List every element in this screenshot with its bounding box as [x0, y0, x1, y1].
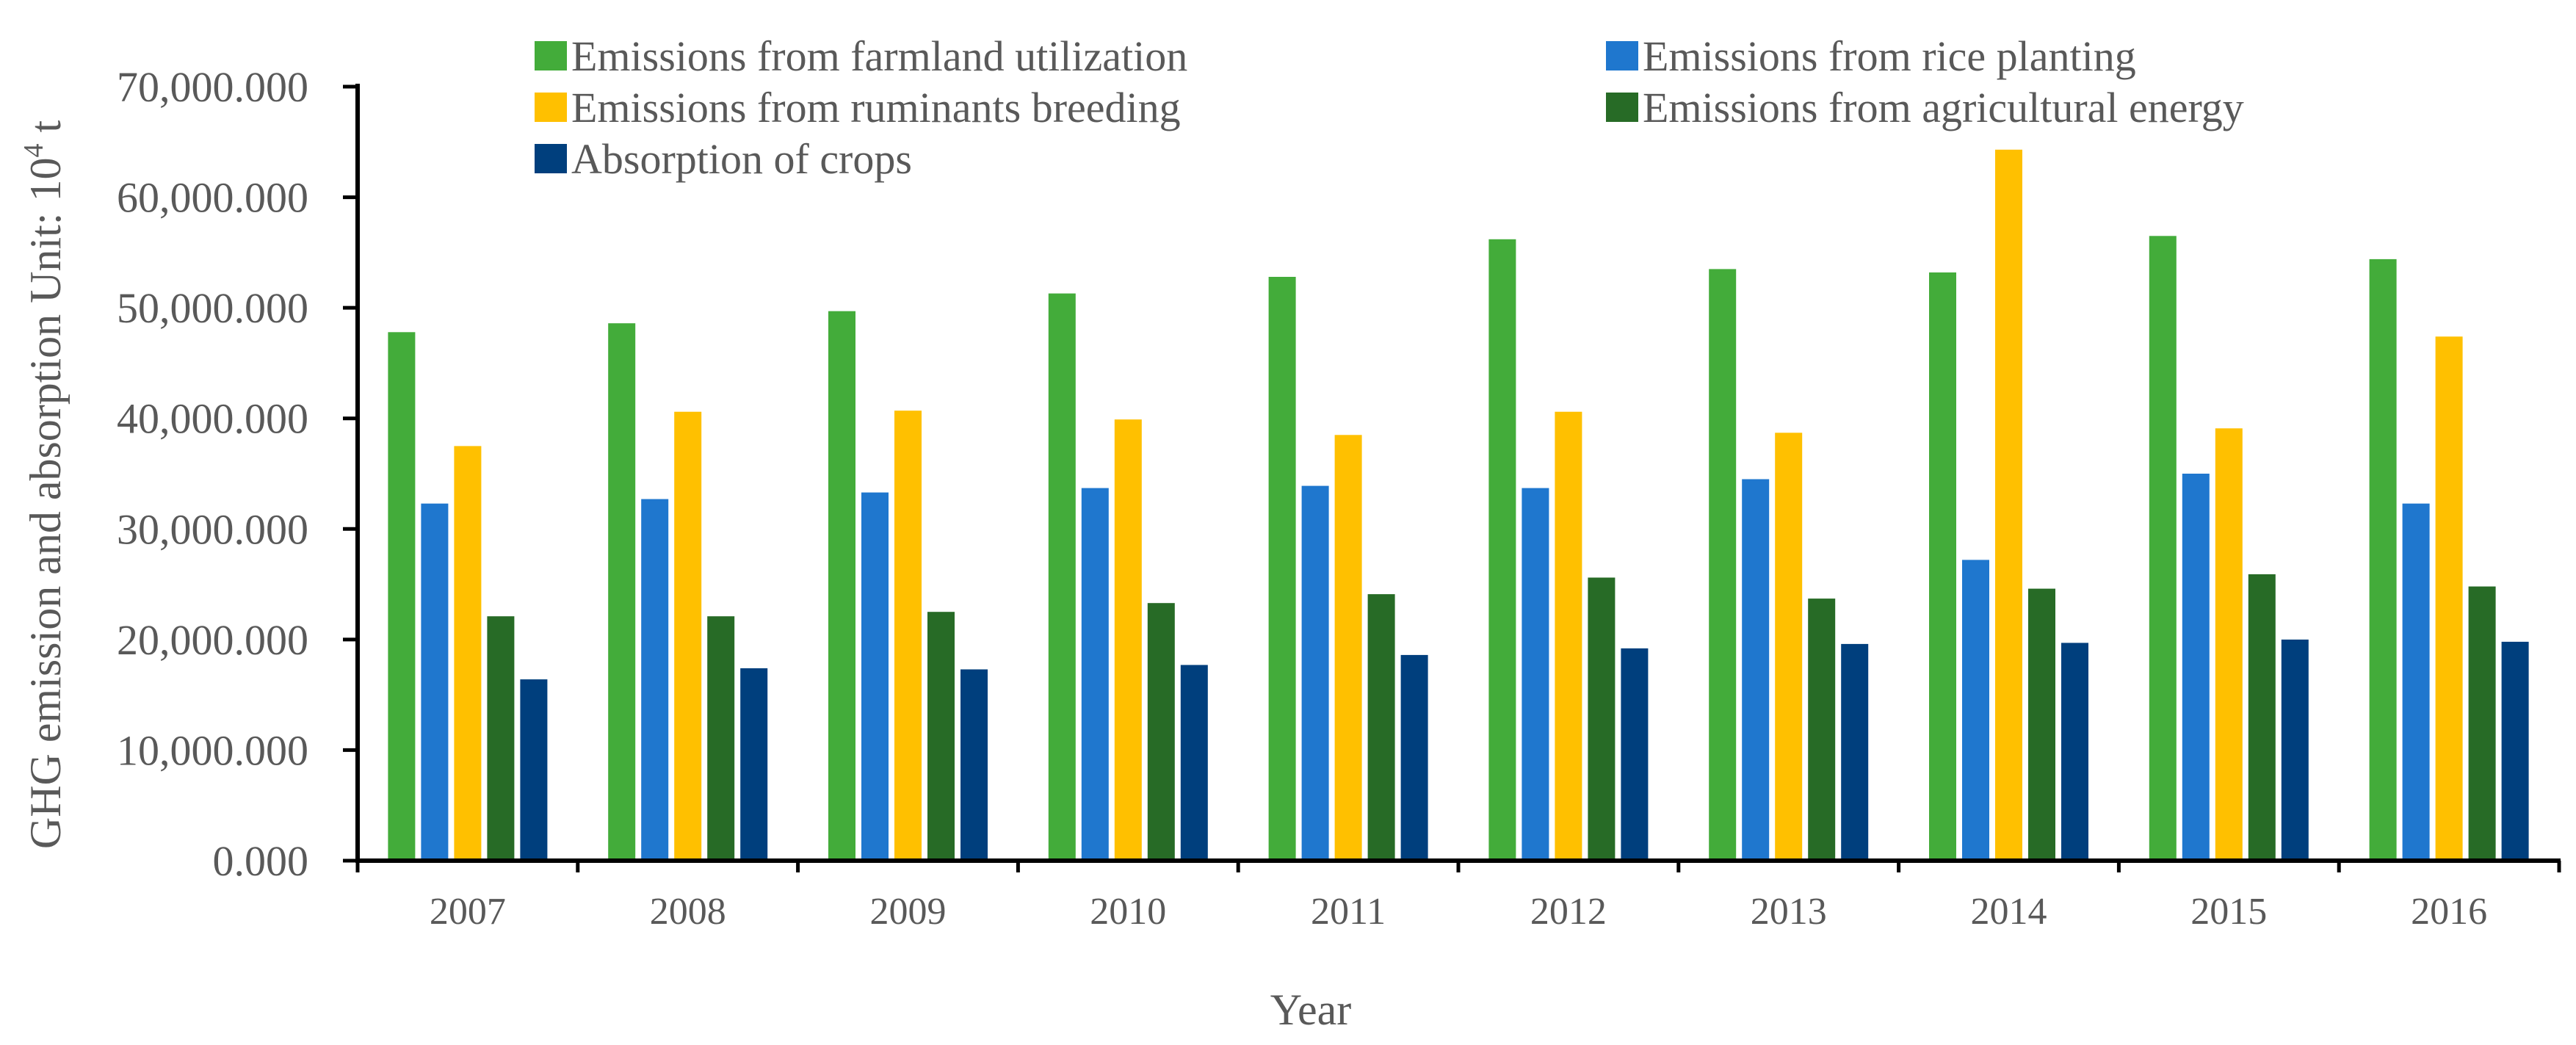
x-tick-label: 2009: [870, 891, 947, 933]
bar-2012-series-5: [1621, 648, 1649, 861]
y-tick-label: 40,000.000: [117, 395, 308, 443]
bar-2007-series-2: [421, 503, 449, 861]
bar-2009-series-1: [828, 311, 855, 861]
bar-2014-series-4: [2028, 588, 2055, 861]
bar-2013-series-2: [1742, 479, 1770, 861]
bar-2014-series-1: [1929, 272, 1956, 861]
bar-2008-series-5: [740, 668, 768, 861]
bar-2009-series-2: [861, 492, 889, 861]
x-tick-label: 2010: [1090, 891, 1166, 933]
bar-2011-series-3: [1334, 435, 1362, 861]
bar-2008-series-4: [707, 616, 735, 861]
bar-2014-series-3: [1995, 149, 2022, 861]
bar-2015-series-2: [2182, 474, 2210, 861]
legend-label-series-4: Emissions from agricultural energy: [1643, 84, 2244, 131]
x-tick-label: 2008: [650, 891, 726, 933]
bar-2010-series-5: [1180, 665, 1208, 861]
bar-2012-series-4: [1588, 577, 1616, 861]
x-tick-label: 2007: [430, 891, 506, 933]
x-tick-label: 2013: [1751, 891, 1827, 933]
bar-2012-series-1: [1488, 239, 1516, 861]
bar-2009-series-5: [960, 669, 988, 861]
bar-2012-series-3: [1555, 411, 1582, 861]
y-tick-label: 30,000.000: [117, 505, 308, 553]
bar-2008-series-3: [674, 411, 702, 861]
y-tick-label: 70,000.000: [117, 63, 308, 111]
y-axis: 0.000 10,000.000 20,000.000 30,000.000 40,00…: [117, 63, 360, 885]
bar-2008-series-2: [641, 499, 669, 861]
y-axis-title: GHG emission and absorption Unit: 104 t: [18, 120, 70, 850]
x-tick-label: 2015: [2190, 891, 2267, 933]
bar-2010-series-2: [1081, 488, 1109, 861]
x-axis-title: Year: [1270, 986, 1352, 1034]
legend-swatch-series-2: [1606, 41, 1638, 70]
bar-2016-series-4: [2468, 586, 2496, 861]
bar-2011-series-2: [1301, 485, 1329, 861]
legend: Emissions from farmland utilization Emiss…: [535, 32, 2244, 183]
y-tick-label: 10,000.000: [117, 726, 308, 774]
bar-2013-series-3: [1775, 433, 1803, 861]
bar-2007-series-3: [454, 446, 482, 861]
bar-2014-series-5: [2061, 643, 2088, 861]
y-tick-label: 50,000.000: [117, 284, 308, 332]
bars-group: [388, 149, 2529, 861]
x-tick-label: 2012: [1530, 891, 1607, 933]
legend-label-series-3: Emissions from ruminants breeding: [571, 84, 1181, 131]
y-tick-label: 20,000.000: [117, 616, 308, 664]
bar-2016-series-1: [2369, 258, 2397, 861]
legend-swatch-series-1: [535, 41, 567, 70]
bar-2015-series-3: [2215, 428, 2243, 861]
bar-2012-series-2: [1522, 488, 1549, 861]
legend-label-series-2: Emissions from rice planting: [1643, 32, 2136, 80]
bar-2007-series-1: [388, 332, 416, 861]
bar-2007-series-4: [487, 616, 515, 861]
bar-2010-series-1: [1048, 293, 1076, 861]
x-tick-label: 2016: [2411, 891, 2487, 933]
x-tick-label: 2011: [1311, 891, 1386, 933]
bar-2013-series-1: [1709, 269, 1737, 861]
x-tick-label: 2014: [1971, 891, 2047, 933]
legend-label-series-1: Emissions from farmland utilization: [571, 32, 1187, 80]
bar-2007-series-5: [520, 679, 548, 861]
bar-2013-series-5: [1841, 643, 1869, 861]
legend-swatch-series-5: [535, 144, 567, 173]
legend-label-series-5: Absorption of crops: [571, 135, 912, 183]
bar-2013-series-4: [1808, 599, 1836, 861]
bar-2014-series-2: [1962, 560, 1989, 861]
bar-2016-series-5: [2501, 641, 2529, 861]
y-tick-label: 60,000.000: [117, 174, 308, 222]
legend-swatch-series-3: [535, 93, 567, 122]
y-axis-title-superscript: 4: [18, 144, 49, 158]
bar-2015-series-1: [2149, 236, 2177, 861]
bar-2015-series-5: [2281, 639, 2309, 861]
bar-2010-series-4: [1147, 603, 1175, 861]
bar-2016-series-2: [2402, 503, 2430, 861]
bar-2009-series-4: [927, 612, 955, 861]
bar-2011-series-1: [1268, 277, 1296, 861]
bar-2009-series-3: [894, 411, 922, 861]
bar-2008-series-1: [608, 323, 636, 861]
y-tick-label: 0.000: [213, 837, 309, 885]
x-axis: 2007 2008 2009 2010 2011 2012 2013 2014 2015 2016: [355, 858, 2561, 933]
bar-2016-series-3: [2435, 336, 2463, 861]
y-axis-title-suffix: t: [21, 120, 70, 144]
legend-swatch-series-4: [1606, 93, 1638, 122]
bar-2011-series-5: [1400, 654, 1428, 861]
bar-2015-series-4: [2248, 574, 2276, 861]
y-axis-title-main: GHG emission and absorption Unit: 10: [21, 158, 70, 850]
bar-2010-series-3: [1114, 419, 1142, 861]
bar-2011-series-4: [1367, 594, 1395, 861]
